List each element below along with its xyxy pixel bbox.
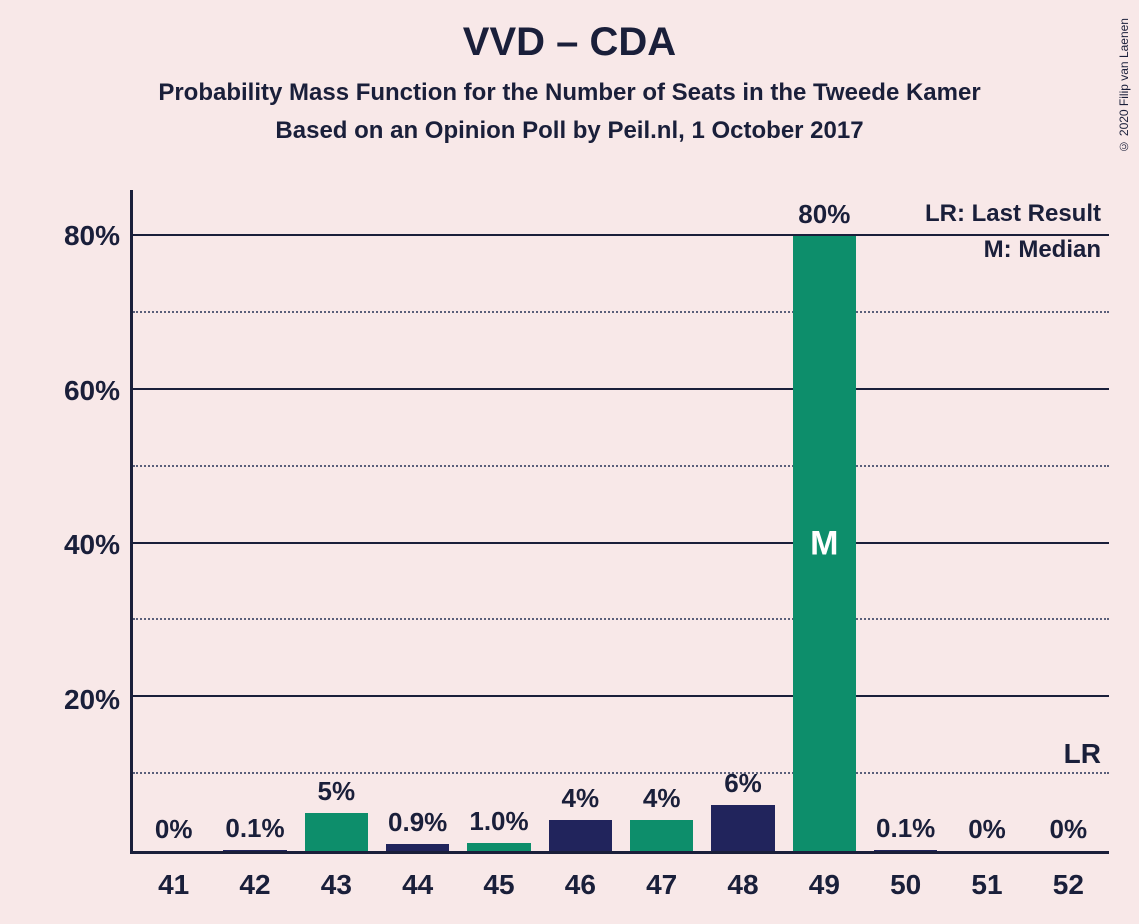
y-tick-label: 40% bbox=[64, 529, 120, 561]
title-block: VVD – CDA Probability Mass Function for … bbox=[0, 0, 1139, 145]
bar-value-label: 6% bbox=[724, 768, 762, 799]
chart-title: VVD – CDA bbox=[0, 20, 1139, 65]
x-tick-label: 41 bbox=[158, 869, 189, 901]
bar bbox=[467, 843, 530, 851]
x-tick-label: 48 bbox=[727, 869, 758, 901]
grid-minor bbox=[133, 465, 1109, 467]
bar-value-label: 5% bbox=[318, 776, 356, 807]
bar bbox=[223, 850, 286, 851]
x-tick-label: 45 bbox=[483, 869, 514, 901]
bar-value-label: 4% bbox=[562, 783, 600, 814]
chart-area: 20% 40% 60% 80% LR: Last Result M: Median L… bbox=[50, 190, 1109, 854]
bar-value-label: 0.1% bbox=[876, 813, 935, 844]
x-tick-label: 51 bbox=[971, 869, 1002, 901]
x-tick-label: 44 bbox=[402, 869, 433, 901]
copyright-text: © 2020 Filip van Laenen bbox=[1117, 18, 1131, 153]
median-marker: M bbox=[810, 524, 838, 563]
bar-value-label: 4% bbox=[643, 783, 681, 814]
bar bbox=[874, 850, 937, 851]
grid-minor bbox=[133, 772, 1109, 774]
grid-major bbox=[133, 234, 1109, 236]
bar bbox=[630, 820, 693, 851]
chart-subtitle-2: Based on an Opinion Poll by Peil.nl, 1 O… bbox=[0, 117, 1139, 145]
x-tick-label: 47 bbox=[646, 869, 677, 901]
grid-minor bbox=[133, 618, 1109, 620]
bar bbox=[711, 805, 774, 851]
x-tick-label: 52 bbox=[1053, 869, 1084, 901]
chart-subtitle-1: Probability Mass Function for the Number… bbox=[0, 79, 1139, 107]
grid-minor bbox=[133, 311, 1109, 313]
x-tick-label: 50 bbox=[890, 869, 921, 901]
bar-value-label: 0.9% bbox=[388, 807, 447, 838]
x-tick-label: 43 bbox=[321, 869, 352, 901]
bar-value-label: 0% bbox=[968, 814, 1006, 845]
bar bbox=[386, 844, 449, 851]
bar-value-label: 0% bbox=[155, 814, 193, 845]
x-tick-label: 49 bbox=[809, 869, 840, 901]
grid-major bbox=[133, 542, 1109, 544]
last-result-marker: LR bbox=[1064, 738, 1101, 770]
bar-value-label: 0.1% bbox=[225, 813, 284, 844]
legend-last-result: LR: Last Result bbox=[925, 200, 1101, 228]
legend-median: M: Median bbox=[984, 236, 1101, 264]
plot-area: LR: Last Result M: Median LR 0%410.1%425… bbox=[130, 190, 1109, 854]
bar-value-label: 80% bbox=[798, 199, 850, 230]
bar bbox=[305, 813, 368, 851]
y-axis-ticks: 20% 40% 60% 80% bbox=[50, 190, 130, 854]
y-tick-label: 80% bbox=[64, 220, 120, 252]
grid-major bbox=[133, 388, 1109, 390]
bar-value-label: 0% bbox=[1050, 814, 1088, 845]
x-tick-label: 42 bbox=[239, 869, 270, 901]
grid-major bbox=[133, 695, 1109, 697]
y-tick-label: 60% bbox=[64, 375, 120, 407]
bar bbox=[549, 820, 612, 851]
bar-value-label: 1.0% bbox=[469, 806, 528, 837]
x-tick-label: 46 bbox=[565, 869, 596, 901]
y-tick-label: 20% bbox=[64, 684, 120, 716]
